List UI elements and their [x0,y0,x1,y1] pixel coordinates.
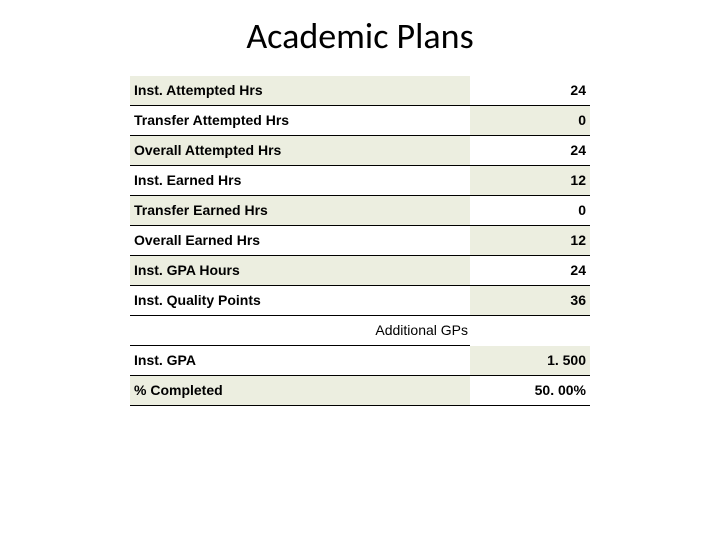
additional-gps-label: Additional GPs [130,316,470,346]
row-value: 36 [470,286,590,316]
row-value: 24 [470,136,590,166]
row-value: 0 [470,106,590,136]
table-row: Transfer Attempted Hrs0 [130,106,590,136]
row-value: 1. 500 [470,346,590,376]
row-label: Overall Attempted Hrs [130,136,470,166]
row-label: Inst. Attempted Hrs [130,76,470,106]
row-label: Transfer Attempted Hrs [130,106,470,136]
row-value: 0 [470,196,590,226]
row-value: 12 [470,166,590,196]
row-label: Overall Earned Hrs [130,226,470,256]
table-row: Inst. GPA1. 500 [130,346,590,376]
additional-gps-spacer [470,316,590,346]
table-row: Inst. Quality Points36 [130,286,590,316]
row-value: 24 [470,256,590,286]
row-label: % Completed [130,376,470,406]
row-label: Inst. GPA Hours [130,256,470,286]
row-label: Inst. Earned Hrs [130,166,470,196]
additional-gps-row: Additional GPs [130,316,590,346]
page-title: Academic Plans [0,14,720,58]
academic-table-container: Inst. Attempted Hrs24Transfer Attempted … [130,76,590,406]
table-row: Inst. Attempted Hrs24 [130,76,590,106]
row-value: 12 [470,226,590,256]
table-row: Overall Earned Hrs12 [130,226,590,256]
table-row: Overall Attempted Hrs24 [130,136,590,166]
row-value: 50. 00% [470,376,590,406]
row-label: Inst. Quality Points [130,286,470,316]
row-label: Inst. GPA [130,346,470,376]
table-row: Inst. Earned Hrs12 [130,166,590,196]
row-value: 24 [470,76,590,106]
table-row: Inst. GPA Hours24 [130,256,590,286]
row-label: Transfer Earned Hrs [130,196,470,226]
table-row: % Completed50. 00% [130,376,590,406]
table-row: Transfer Earned Hrs0 [130,196,590,226]
academic-table: Inst. Attempted Hrs24Transfer Attempted … [130,76,590,406]
